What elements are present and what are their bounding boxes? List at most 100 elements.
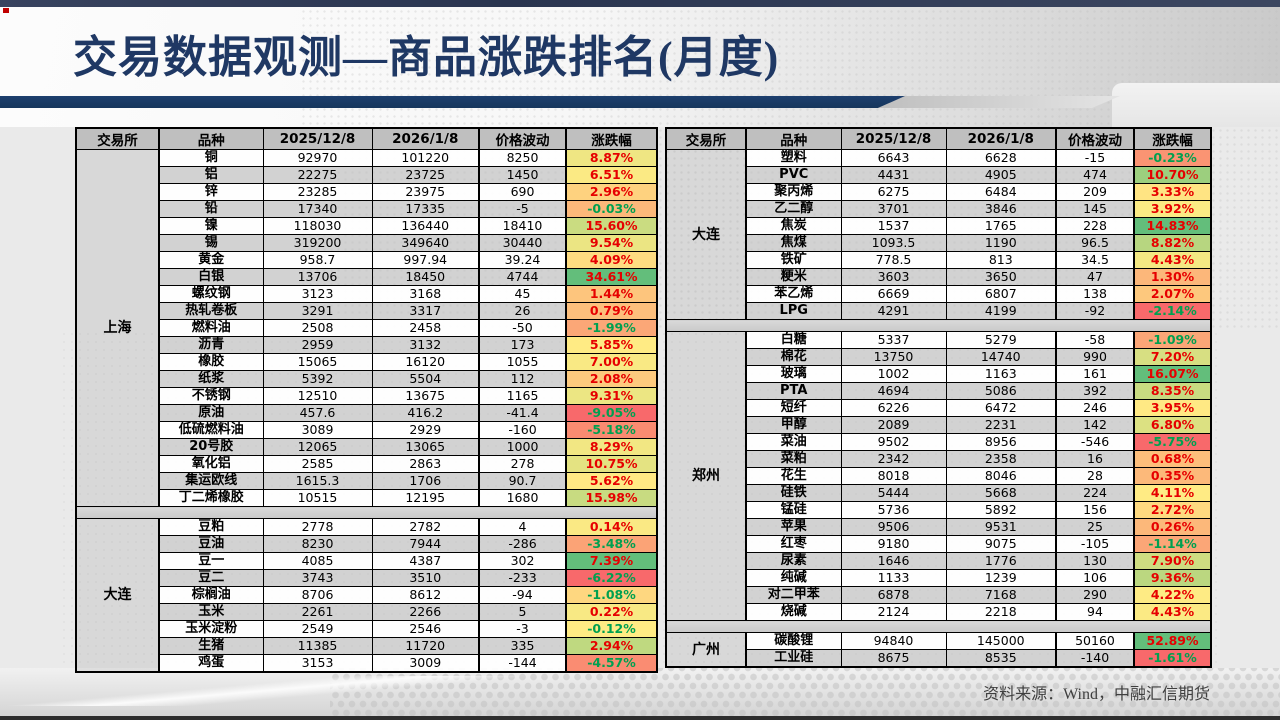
commodity-name: 焦煤 xyxy=(745,234,842,252)
table-row: 棕榈油 8706 8612 -94 -1.08% xyxy=(76,586,658,604)
price-prev: 5736 xyxy=(840,501,947,519)
exchange-cell: 广州 xyxy=(665,632,747,668)
price-prev: 958.7 xyxy=(262,251,373,269)
exchange-cell: 郑州 xyxy=(665,331,747,621)
commodity-name: 玉米淀粉 xyxy=(158,620,264,638)
price-prev: 8018 xyxy=(840,467,947,485)
column-header: 品种 xyxy=(158,127,264,150)
price-prev: 1133 xyxy=(840,569,947,587)
price-change: 96.5 xyxy=(1055,234,1135,252)
price-prev: 6669 xyxy=(840,285,947,303)
price-prev: 2778 xyxy=(262,518,373,536)
price-change: 302 xyxy=(478,552,567,570)
pct-change: -2.14% xyxy=(1133,302,1212,320)
pct-change: 14.83% xyxy=(1133,217,1212,235)
price-change: 228 xyxy=(1055,217,1135,235)
pct-change: 2.94% xyxy=(565,637,658,655)
price-curr: 997.94 xyxy=(371,251,480,269)
pct-change: -1.08% xyxy=(565,586,658,604)
price-change: -160 xyxy=(478,421,567,439)
table-row: 广州 碳酸锂 94840 145000 50160 52.89% xyxy=(665,632,1212,668)
table-row: 燃料油 2508 2458 -50 -1.99% xyxy=(76,319,658,337)
data-source-note: 资料来源：Wind，中融汇信期货 xyxy=(983,686,1210,703)
commodity-name: 菜油 xyxy=(745,433,842,451)
price-curr: 2458 xyxy=(371,319,480,337)
pct-change: -0.23% xyxy=(1133,149,1212,167)
price-curr: 2863 xyxy=(371,455,480,473)
price-change: 138 xyxy=(1055,285,1135,303)
column-header: 涨跌幅 xyxy=(1133,127,1212,150)
pct-change: 2.07% xyxy=(1133,285,1212,303)
table-row: 焦煤 1093.5 1190 96.5 8.82% xyxy=(666,234,1212,252)
price-change: 392 xyxy=(1055,382,1135,400)
pct-change: 2.96% xyxy=(565,183,658,201)
price-prev: 92970 xyxy=(262,149,373,167)
table-row: 锡 319200 349640 30440 9.54% xyxy=(76,234,658,252)
price-change: 1055 xyxy=(478,353,567,371)
price-change: 690 xyxy=(478,183,567,201)
table-row: 玉米 2261 2266 5 0.22% xyxy=(76,603,658,621)
price-curr: 1706 xyxy=(371,472,480,490)
price-change: 474 xyxy=(1055,166,1135,184)
price-change: -144 xyxy=(478,654,567,673)
price-change: 28 xyxy=(1055,467,1135,485)
price-prev: 12510 xyxy=(262,387,373,405)
title-underline-bar xyxy=(0,96,905,108)
price-change: 142 xyxy=(1055,416,1135,434)
commodity-name: 鸡蛋 xyxy=(158,654,264,673)
table-row: 原油 457.6 416.2 -41.4 -9.05% xyxy=(76,404,658,422)
price-change: -233 xyxy=(478,569,567,587)
commodity-name: 锡 xyxy=(158,234,264,252)
price-curr: 17335 xyxy=(371,200,480,218)
price-prev: 17340 xyxy=(262,200,373,218)
commodity-name: 红枣 xyxy=(745,535,842,553)
commodity-name: 螺纹钢 xyxy=(158,285,264,303)
commodity-name: 镍 xyxy=(158,217,264,235)
price-curr: 7168 xyxy=(945,586,1057,604)
pct-change: -5.75% xyxy=(1133,433,1212,451)
top-accent-strip xyxy=(0,0,1280,7)
price-change: -58 xyxy=(1055,331,1135,349)
price-curr: 3510 xyxy=(371,569,480,587)
price-change: 161 xyxy=(1055,365,1135,383)
corner-panel-decoration xyxy=(1112,83,1280,127)
column-header: 2025/12/8 xyxy=(262,127,373,150)
commodity-name: 烧碱 xyxy=(745,603,842,621)
price-prev: 6226 xyxy=(840,399,947,417)
price-change: 106 xyxy=(1055,569,1135,587)
price-curr: 2231 xyxy=(945,416,1057,434)
pct-change: 4.22% xyxy=(1133,586,1212,604)
commodity-name: 对二甲苯 xyxy=(745,586,842,604)
commodity-name: PVC xyxy=(745,166,842,184)
pct-change: 0.35% xyxy=(1133,467,1212,485)
price-curr: 5668 xyxy=(945,484,1057,502)
price-curr: 101220 xyxy=(371,149,480,167)
price-change: -15 xyxy=(1055,149,1135,167)
price-prev: 4694 xyxy=(840,382,947,400)
price-prev: 4291 xyxy=(840,302,947,320)
table-row: 鸡蛋 3153 3009 -144 -4.57% xyxy=(76,654,658,673)
price-change: 26 xyxy=(478,302,567,320)
pct-change: 0.22% xyxy=(565,603,658,621)
pct-change: -3.48% xyxy=(565,535,658,553)
price-curr: 13065 xyxy=(371,438,480,456)
price-curr: 23725 xyxy=(371,166,480,184)
pct-change: 0.79% xyxy=(565,302,658,320)
pct-change: 15.98% xyxy=(565,489,658,507)
table-row: 沥青 2959 3132 173 5.85% xyxy=(76,336,658,354)
pct-change: 3.92% xyxy=(1133,200,1212,218)
price-change: 94 xyxy=(1055,603,1135,621)
table-row: 玉米淀粉 2549 2546 -3 -0.12% xyxy=(76,620,658,638)
column-header: 交易所 xyxy=(75,127,160,150)
table-row: 菜油 9502 8956 -546 -5.75% xyxy=(666,433,1212,451)
table-row: 集运欧线 1615.3 1706 90.7 5.62% xyxy=(76,472,658,490)
commodity-name: 铁矿 xyxy=(745,251,842,269)
commodity-name: 甲醇 xyxy=(745,416,842,434)
price-change: 30440 xyxy=(478,234,567,252)
commodity-name: PTA xyxy=(745,382,842,400)
price-curr: 3317 xyxy=(371,302,480,320)
pct-change: 4.43% xyxy=(1133,603,1212,621)
price-prev: 1537 xyxy=(840,217,947,235)
pct-change: 52.89% xyxy=(1133,632,1212,650)
pct-change: 5.62% xyxy=(565,472,658,490)
